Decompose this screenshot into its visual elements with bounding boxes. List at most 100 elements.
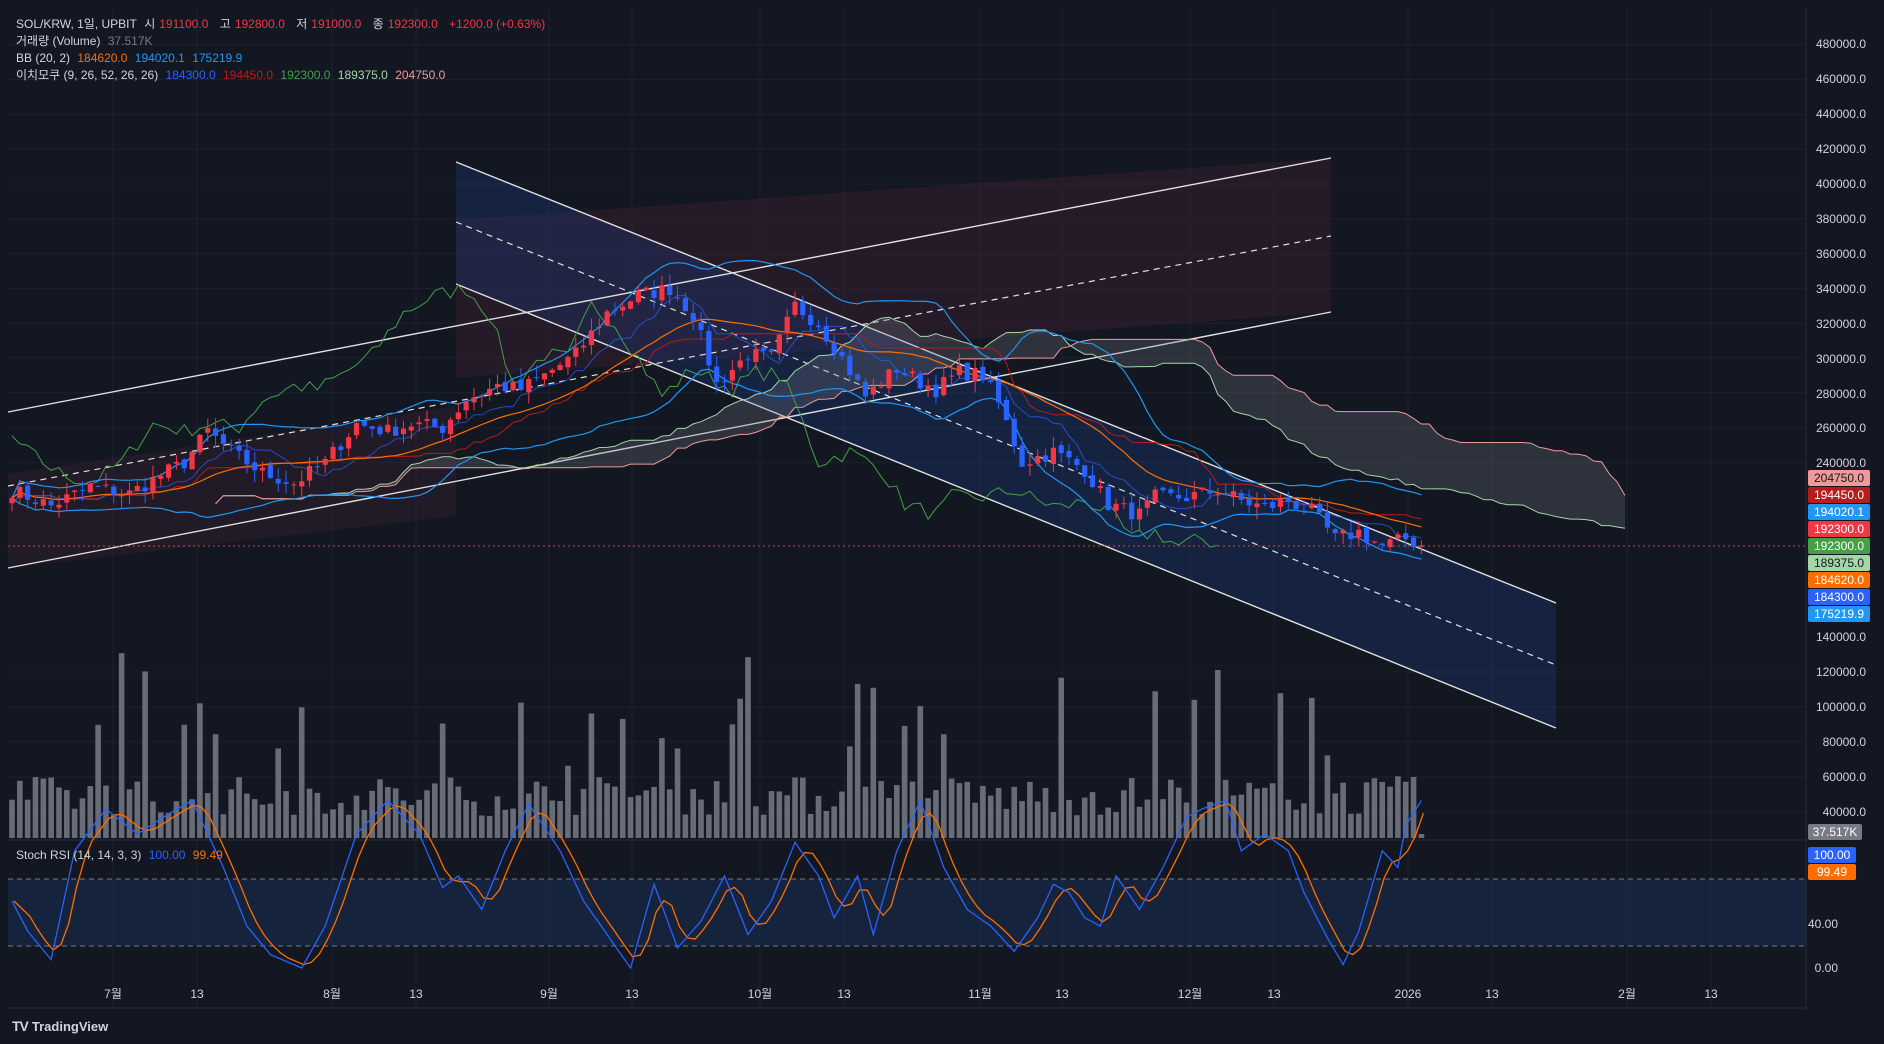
candle-body — [487, 388, 493, 396]
candle-body — [1168, 489, 1174, 494]
volume-bar — [424, 790, 430, 838]
candle — [1238, 489, 1244, 505]
volume-bar — [486, 815, 493, 838]
candle-body — [447, 419, 454, 435]
tradingview-brand[interactable]: TV TradingView — [12, 1018, 108, 1034]
candle-body — [706, 330, 712, 366]
candle — [1285, 491, 1291, 509]
candle — [956, 353, 963, 379]
candle-body — [1348, 532, 1354, 540]
indicator-lines — [11, 259, 1422, 560]
candle — [510, 379, 516, 392]
price-badge: 192300.0 — [1808, 521, 1870, 537]
candle — [651, 280, 657, 309]
volume-bar — [604, 783, 610, 838]
volume-bar — [353, 795, 360, 838]
volume-bar — [1081, 797, 1088, 838]
time-tick-label: 9월 — [540, 987, 558, 1001]
candle-body — [643, 287, 649, 291]
candle-body — [573, 347, 579, 357]
open-value: 191100.0 — [159, 17, 209, 31]
candle-body — [1293, 501, 1299, 509]
candle — [1215, 488, 1221, 505]
candle — [745, 355, 751, 371]
candle — [847, 348, 853, 383]
stoch-d-line — [13, 802, 1425, 966]
candle — [988, 370, 994, 385]
ichimoku-label: 이치모쿠 (9, 26, 52, 26, 26) — [16, 68, 159, 82]
volume-bar — [917, 706, 924, 838]
volume-bar — [901, 725, 908, 838]
candle-body — [815, 325, 822, 328]
candle — [941, 368, 947, 397]
candle — [1042, 448, 1049, 467]
candle — [1317, 497, 1323, 513]
price-badge-bg — [1808, 504, 1870, 520]
stoch-tick-label: 40.00 — [1808, 917, 1838, 931]
candle-body — [518, 379, 524, 390]
volume-bar — [948, 778, 955, 838]
volume-bar — [541, 786, 548, 838]
volume-bar — [690, 789, 697, 838]
price-badge: 189375.0 — [1808, 555, 1870, 571]
volume-bar — [494, 796, 501, 838]
candle — [322, 455, 328, 474]
candle-body — [1136, 508, 1143, 520]
candle-body — [917, 373, 923, 389]
candle — [878, 381, 884, 389]
candle-body — [181, 459, 187, 469]
price-badge: 194450.0 — [1808, 487, 1870, 503]
volume-bar — [776, 791, 783, 838]
volume-bar — [275, 748, 282, 838]
candle — [823, 316, 829, 346]
candle-body — [667, 285, 673, 296]
volume-bar — [369, 790, 375, 838]
volume-bar — [95, 724, 101, 838]
volume-bar — [40, 778, 47, 838]
candle — [87, 482, 93, 494]
price-tick-label: 360000.0 — [1816, 247, 1866, 261]
time-tick-label: 13 — [409, 987, 423, 1001]
volume-bar — [220, 814, 227, 838]
volume-bar — [1199, 814, 1205, 838]
legend-bb[interactable]: BB (20, 2) 184620.0 194020.1 175219.9 — [16, 50, 246, 66]
candle — [1356, 521, 1362, 546]
legend-stoch[interactable]: Stoch RSI (14, 14, 3, 3) 100.00 99.49 — [16, 847, 227, 863]
legend-ichimoku[interactable]: 이치모쿠 (9, 26, 52, 26, 26) 184300.0 194450… — [16, 67, 449, 83]
volume-bar — [1042, 787, 1049, 838]
candle-body — [956, 365, 963, 376]
volume-bar — [408, 804, 415, 838]
candle — [1262, 494, 1268, 506]
candle-body — [1277, 499, 1284, 507]
candle-body — [72, 490, 78, 492]
descending-channel-fill — [456, 162, 1556, 728]
legend-volume[interactable]: 거래량 (Volume) 37.517K — [16, 33, 157, 49]
candle-body — [432, 418, 438, 427]
price-badge-bg — [1808, 470, 1870, 486]
candle — [64, 483, 70, 511]
candle-body — [714, 366, 720, 383]
candle-body — [1019, 445, 1025, 467]
volume-bar — [126, 789, 133, 838]
candle — [627, 300, 634, 310]
candle — [768, 348, 775, 355]
candle — [706, 325, 712, 369]
candle — [424, 410, 430, 430]
candle — [1058, 441, 1064, 463]
price-tick-label: 480000.0 — [1816, 37, 1866, 51]
volume-bar — [1034, 801, 1041, 838]
candle-body — [142, 487, 148, 492]
volume-bar — [659, 738, 665, 838]
volume-bar — [1050, 812, 1057, 838]
candle-body — [831, 342, 837, 355]
stoch-k-line — [11, 798, 1422, 970]
candle-body — [1097, 485, 1103, 489]
candle-body — [400, 428, 407, 435]
candle — [925, 378, 931, 397]
candle — [126, 482, 133, 505]
stoch-tick-label: 0.00 — [1815, 961, 1839, 975]
candle — [1332, 528, 1338, 541]
candle — [25, 481, 31, 509]
